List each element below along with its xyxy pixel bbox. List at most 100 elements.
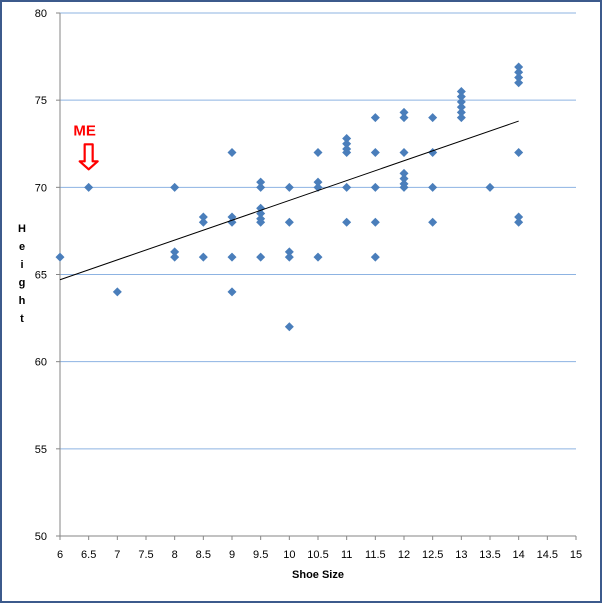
data-point bbox=[256, 203, 266, 213]
y-axis-title-letter: H bbox=[18, 223, 26, 235]
data-point bbox=[456, 97, 466, 107]
data-point bbox=[256, 182, 266, 192]
data-point bbox=[399, 168, 409, 178]
data-point bbox=[284, 217, 294, 227]
data-point bbox=[514, 73, 524, 83]
x-tick-label: 14.5 bbox=[537, 549, 558, 561]
data-point bbox=[428, 182, 438, 192]
gridlines bbox=[60, 12, 576, 450]
x-tick-label: 8 bbox=[172, 549, 178, 561]
x-tick-label: 14 bbox=[513, 549, 525, 561]
y-axis-title-letter: e bbox=[19, 241, 25, 253]
data-point bbox=[284, 182, 294, 192]
x-tick-label: 13.5 bbox=[479, 549, 500, 561]
data-point bbox=[456, 107, 466, 117]
data-point bbox=[342, 217, 352, 227]
data-point bbox=[198, 252, 208, 262]
data-point bbox=[399, 113, 409, 123]
x-tick-label: 7.5 bbox=[138, 549, 153, 561]
data-points bbox=[55, 62, 524, 332]
data-point bbox=[514, 217, 524, 227]
data-point bbox=[514, 67, 524, 77]
x-tick-label: 10.5 bbox=[307, 549, 328, 561]
x-tick-label: 9 bbox=[229, 549, 235, 561]
y-tick-label: 80 bbox=[35, 8, 47, 20]
x-tick-label: 11 bbox=[341, 549, 352, 561]
x-tick-label: 11.5 bbox=[365, 549, 386, 561]
data-point bbox=[514, 147, 524, 157]
data-point bbox=[170, 182, 180, 192]
data-point bbox=[313, 252, 323, 262]
me-annotation: ME bbox=[73, 122, 99, 171]
data-point bbox=[370, 252, 380, 262]
data-point bbox=[342, 182, 352, 192]
trendline bbox=[59, 120, 519, 281]
data-point bbox=[428, 217, 438, 227]
data-point bbox=[456, 102, 466, 112]
data-point bbox=[227, 287, 237, 297]
data-point bbox=[514, 212, 524, 222]
x-tick-label: 10 bbox=[283, 549, 295, 561]
data-point bbox=[313, 147, 323, 157]
data-point bbox=[399, 107, 409, 117]
data-point bbox=[399, 182, 409, 192]
y-axis-ticks: 50 55 60 65 70 75 80 bbox=[35, 8, 60, 543]
data-point bbox=[170, 247, 180, 257]
y-tick-label: 75 bbox=[35, 95, 47, 107]
data-point bbox=[485, 182, 495, 192]
x-tick-label: 12.5 bbox=[422, 549, 443, 561]
data-point bbox=[342, 147, 352, 157]
data-point bbox=[399, 174, 409, 184]
data-point bbox=[514, 78, 524, 88]
x-tick-label: 13 bbox=[455, 549, 467, 561]
data-point bbox=[284, 247, 294, 257]
y-tick-label: 60 bbox=[35, 357, 47, 369]
x-axis-title: Shoe Size bbox=[292, 569, 344, 581]
y-tick-label: 50 bbox=[35, 531, 47, 543]
y-axis-title-letter: i bbox=[20, 259, 23, 271]
data-point bbox=[227, 252, 237, 262]
data-point bbox=[456, 86, 466, 96]
data-point bbox=[342, 139, 352, 149]
data-point bbox=[456, 113, 466, 123]
data-point bbox=[55, 252, 65, 262]
y-axis-title-letter: g bbox=[19, 277, 26, 289]
data-point bbox=[342, 134, 352, 144]
data-point bbox=[399, 147, 409, 157]
y-tick-label: 65 bbox=[35, 270, 47, 282]
x-tick-label: 15 bbox=[570, 549, 582, 561]
me-arrow-icon bbox=[78, 143, 99, 171]
y-tick-label: 70 bbox=[35, 182, 47, 194]
x-axis-ticks: 6 6.5 7 7.5 8 8.5 9 9.5 10 10.5 11 11.5 12 12.5 13 13.5… bbox=[57, 536, 582, 561]
data-point bbox=[514, 62, 524, 72]
x-tick-label: 6 bbox=[57, 549, 63, 561]
x-tick-label: 12 bbox=[398, 549, 410, 561]
data-point bbox=[112, 287, 122, 297]
data-point bbox=[313, 177, 323, 187]
data-point bbox=[198, 217, 208, 227]
data-point bbox=[227, 147, 237, 157]
data-point bbox=[198, 212, 208, 222]
x-tick-label: 7 bbox=[114, 549, 120, 561]
data-point bbox=[256, 177, 266, 187]
data-point bbox=[456, 92, 466, 102]
x-tick-label: 9.5 bbox=[253, 549, 268, 561]
data-point bbox=[370, 147, 380, 157]
x-tick-label: 6.5 bbox=[81, 549, 96, 561]
data-point bbox=[170, 252, 180, 262]
data-point bbox=[428, 113, 438, 123]
data-point bbox=[256, 252, 266, 262]
data-point bbox=[284, 322, 294, 332]
y-axis-title-letter: t bbox=[20, 313, 24, 325]
data-point bbox=[370, 217, 380, 227]
data-point bbox=[256, 217, 266, 227]
x-tick-label: 8.5 bbox=[196, 549, 211, 561]
data-point bbox=[370, 182, 380, 192]
data-point bbox=[370, 113, 380, 123]
y-axis-title-letter: h bbox=[19, 295, 26, 307]
me-label: ME bbox=[73, 122, 96, 139]
y-tick-label: 55 bbox=[35, 444, 47, 456]
data-point bbox=[284, 252, 294, 262]
